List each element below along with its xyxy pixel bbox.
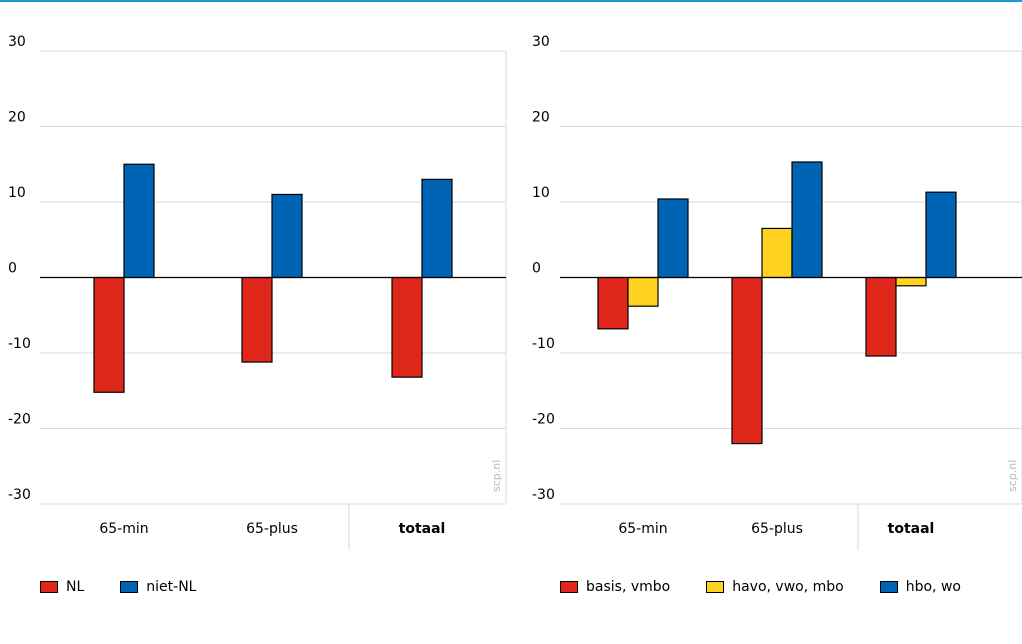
- left-watermark: scp.nl: [490, 460, 503, 492]
- legend-item: havo, vwo, mbo: [706, 579, 844, 595]
- left-y-tick-label: -20: [8, 412, 31, 428]
- right-y-tick-label: 20: [532, 110, 550, 126]
- right-bar-basis-vmbo-65-plus: [731, 276, 763, 445]
- legend-label: hbo, wo: [905, 579, 961, 595]
- right-y-tick-label: -20: [532, 412, 555, 428]
- left-bar-niet-nl-65-min: [123, 163, 155, 279]
- left-chart: 30 20 10 0 -10 -20 -30 65-min 65-plus totaal scp.n…: [8, 34, 507, 550]
- right-bar-basis-vmbo-65-min: [597, 276, 629, 330]
- legend-label: NL: [66, 579, 85, 595]
- left-x-category-label: totaal: [399, 521, 446, 537]
- right-x-category-label: totaal: [888, 521, 935, 537]
- left-bar-niet-nl-totaal: [421, 178, 453, 279]
- legend-item: niet-NL: [120, 579, 196, 595]
- left-bar-nl-totaal: [391, 276, 423, 378]
- left-y-tick-label: -10: [8, 336, 31, 352]
- legend-label: havo, vwo, mbo: [732, 579, 844, 595]
- left-y-tick-label: 10: [8, 185, 26, 201]
- legend-right-chart: basis, vmbo havo, vwo, mbo hbo, wo: [560, 577, 961, 597]
- right-bar-hbo-wo-65-min: [657, 198, 689, 279]
- left-x-category-label: 65-plus: [246, 521, 298, 537]
- legend-item: NL: [40, 579, 84, 595]
- right-bar-havo-vwo-mbo-65-min: [627, 276, 659, 307]
- left-y-tick-label: -30: [8, 487, 31, 503]
- legend-left-chart: NL niet-NL: [40, 577, 196, 597]
- legend-swatch: [879, 581, 898, 593]
- legend-swatch: [40, 581, 58, 593]
- right-bar-havo-vwo-mbo-totaal: [895, 276, 927, 287]
- right-chart: 30 20 10 0 -10 -20 -30 65-min 65-plus totaal scp.n…: [532, 34, 1022, 550]
- right-watermark: scp.nl: [1006, 460, 1019, 492]
- left-y-tick-label: 30: [8, 34, 26, 50]
- right-x-category-label: 65-plus: [751, 521, 803, 537]
- legend-item: hbo, wo: [879, 579, 961, 595]
- right-x-category-label: 65-min: [618, 521, 667, 537]
- legend-item: basis, vmbo: [560, 579, 670, 595]
- left-y-tick-label: 20: [8, 110, 26, 126]
- left-bar-nl-65-min: [93, 276, 125, 393]
- right-bar-hbo-wo-65-plus: [791, 161, 823, 279]
- legend-swatch: [706, 581, 725, 593]
- right-y-tick-label: 30: [532, 34, 550, 50]
- right-y-tick-label: 10: [532, 185, 550, 201]
- right-y-tick-label: -30: [532, 487, 555, 503]
- legend-label: niet-NL: [146, 579, 197, 595]
- left-bar-nl-65-plus: [241, 276, 273, 363]
- legend-swatch: [560, 581, 578, 593]
- right-bar-hbo-wo-totaal: [925, 191, 957, 279]
- right-bar-basis-vmbo-totaal: [865, 276, 897, 357]
- legend-swatch: [120, 581, 139, 593]
- left-bar-niet-nl-65-plus: [271, 193, 303, 279]
- left-x-category-label: 65-min: [99, 521, 148, 537]
- right-y-tick-label: -10: [532, 336, 555, 352]
- right-y-tick-label: 0: [532, 261, 541, 277]
- left-y-tick-label: 0: [8, 261, 17, 277]
- legend-label: basis, vmbo: [586, 579, 671, 595]
- top-accent-rule: [0, 0, 1022, 2]
- right-bar-havo-vwo-mbo-65-plus: [761, 227, 793, 279]
